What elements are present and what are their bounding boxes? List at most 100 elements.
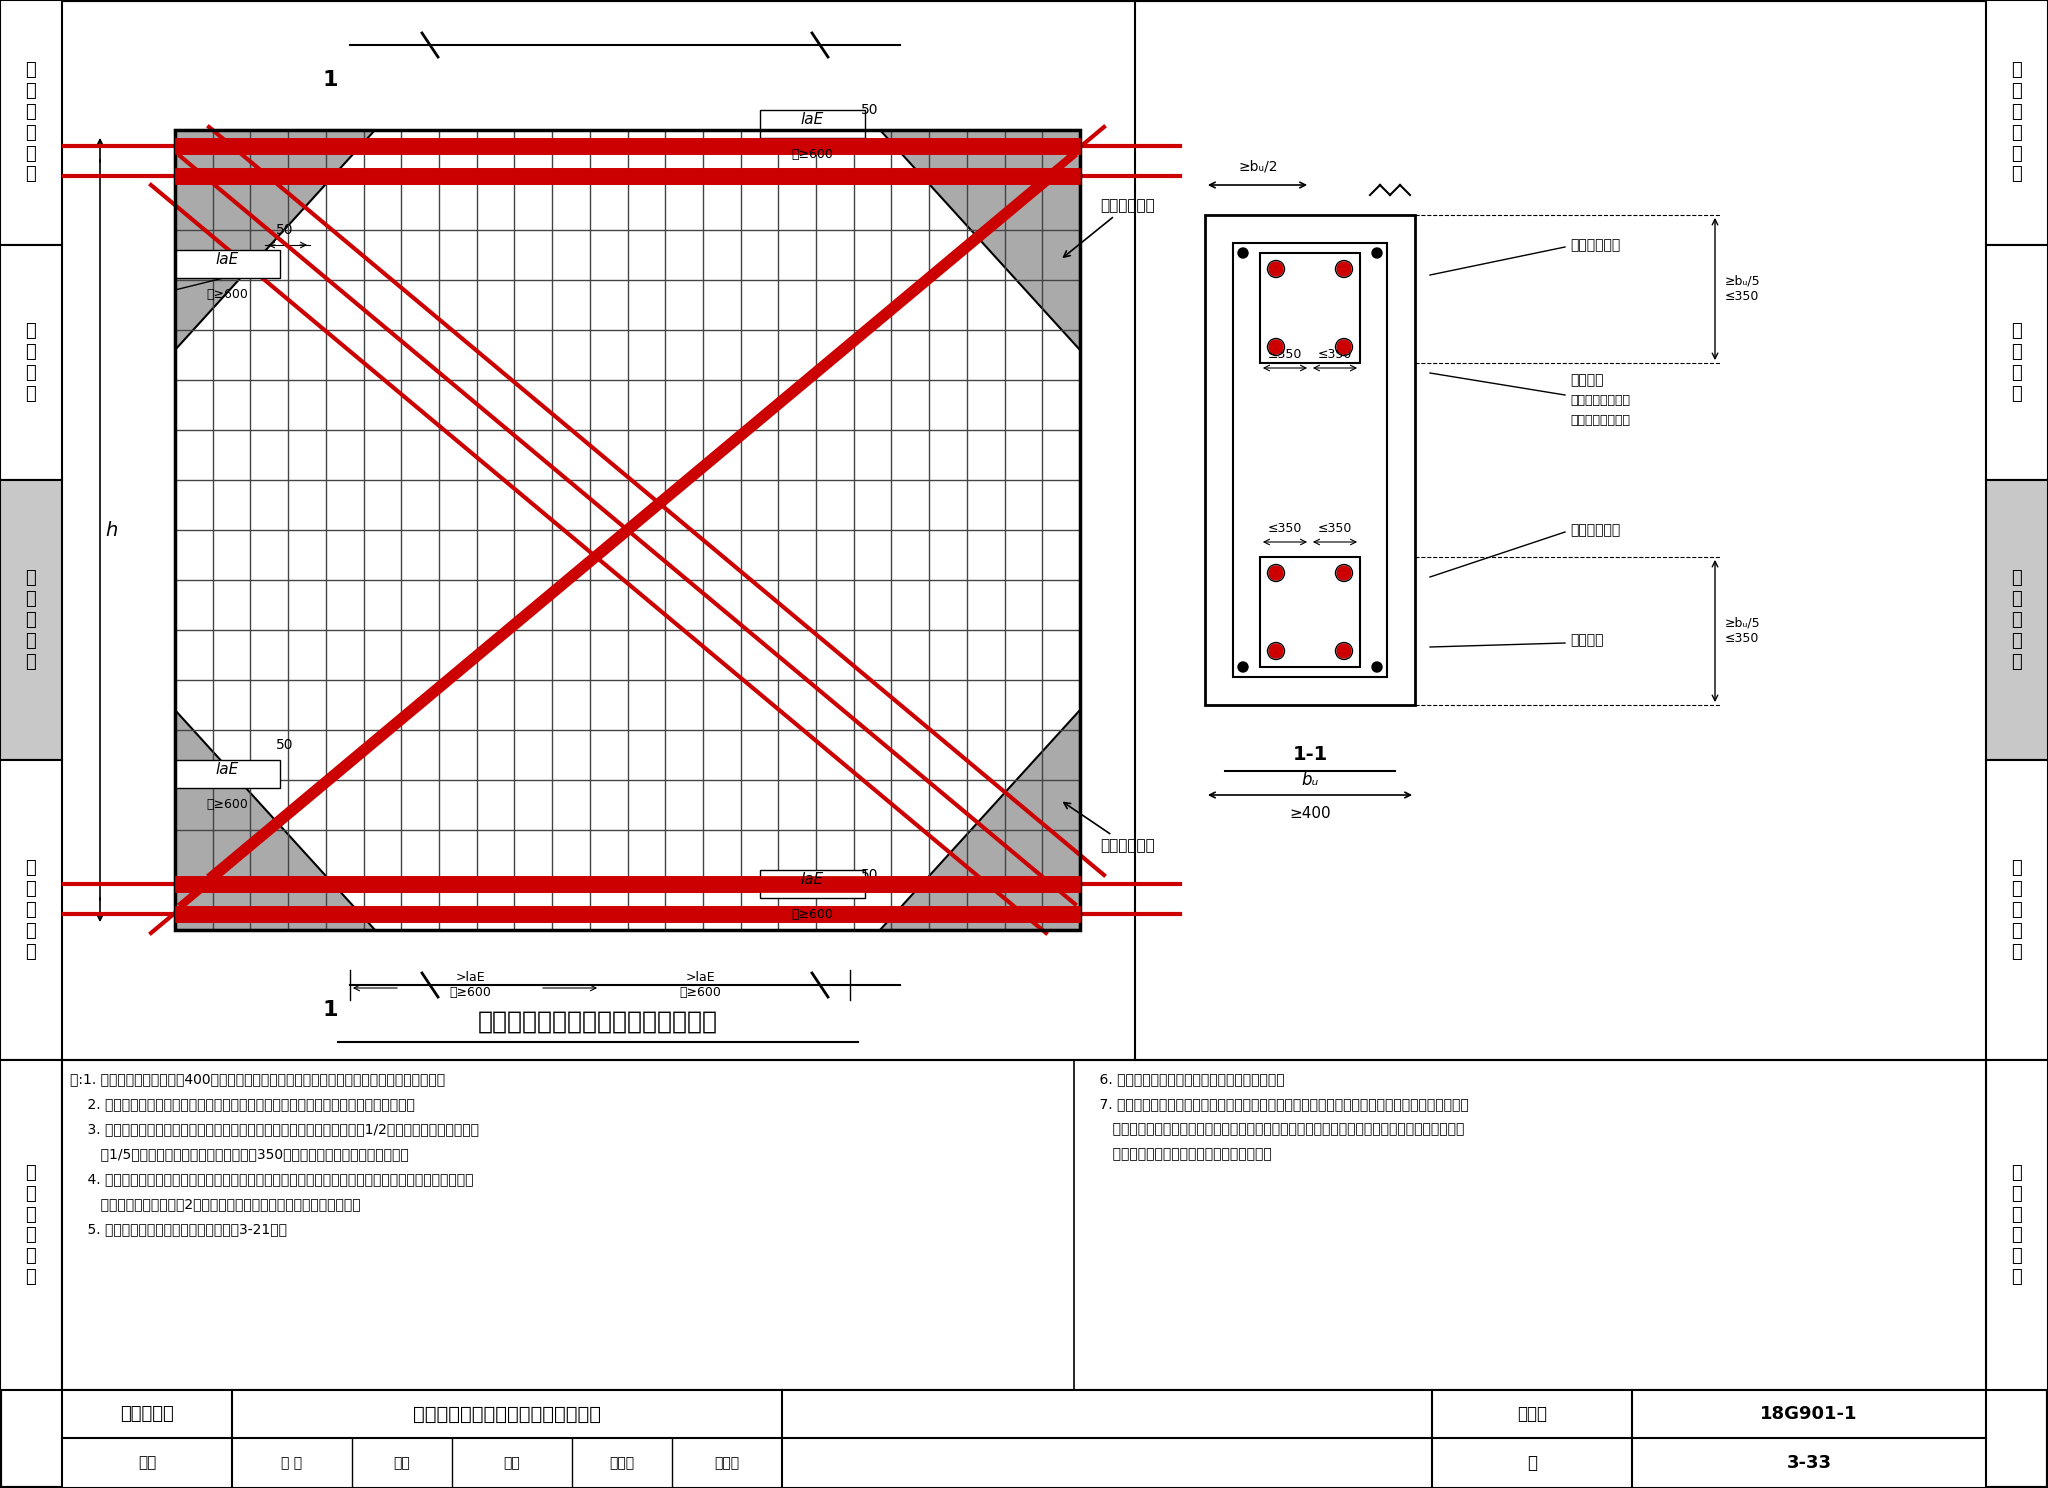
Text: ≤350: ≤350 <box>1317 521 1352 534</box>
Text: ≤350: ≤350 <box>1268 521 1303 534</box>
Text: ≥bᵤ/5
≤350: ≥bᵤ/5 ≤350 <box>1724 618 1761 644</box>
Text: 校对: 校对 <box>504 1455 520 1470</box>
Circle shape <box>1372 662 1382 673</box>
Text: 的1/5；对角暗撑约束筍筋距距不应大于350，筍筋的间距及直径由设计指定。: 的1/5；对角暗撑约束筍筋距距不应大于350，筍筋的间距及直径由设计指定。 <box>70 1147 410 1161</box>
Text: 高志强: 高志强 <box>610 1455 635 1470</box>
Polygon shape <box>881 710 1079 930</box>
Text: 注:1. 当连梁截面宽度不小于400时，可采用集中对角斜筋配筋或对角暗撑配筋，且由设计指定。: 注:1. 当连梁截面宽度不小于400时，可采用集中对角斜筋配筋或对角暗撑配筋，且… <box>70 1071 444 1086</box>
Bar <box>174 876 1079 891</box>
Text: bᵤ: bᵤ <box>1300 771 1319 789</box>
Text: 剪
力
墙
部
分: 剪 力 墙 部 分 <box>2011 570 2021 671</box>
Text: 对角暗撑纵筋: 对角暗撑纵筋 <box>1063 198 1155 257</box>
Bar <box>0 1059 61 1390</box>
Text: 7. 当采用本页图示中两向楼截面相等的对角暗撑时，仅在两向暗撑交叉处顺势将一向暗撑的纵筋贴: 7. 当采用本页图示中两向楼截面相等的对角暗撑时，仅在两向暗撑交叉处顺势将一向暗… <box>1081 1097 1468 1112</box>
Text: 剪
力
墙
部
分: 剪 力 墙 部 分 <box>27 570 37 671</box>
Text: 图集号: 图集号 <box>1518 1405 1546 1423</box>
Text: 5. 连梁侧面纵筋的相关要求详见本图集3-21页。: 5. 连梁侧面纵筋的相关要求详见本图集3-21页。 <box>70 1222 287 1237</box>
Bar <box>1987 0 2048 246</box>
Text: 审核: 审核 <box>137 1455 156 1470</box>
Bar <box>1987 1059 2048 1390</box>
Bar <box>61 1390 1987 1488</box>
Bar <box>174 138 1079 153</box>
Text: ≥bᵤ/5
≤350: ≥bᵤ/5 ≤350 <box>1724 275 1761 304</box>
Bar <box>1260 557 1360 667</box>
Text: laE: laE <box>215 762 240 777</box>
Text: 富士注: 富士注 <box>715 1455 739 1470</box>
Text: 无
梁
楼
盖
部
分: 无 梁 楼 盖 部 分 <box>27 1164 37 1286</box>
Circle shape <box>1237 248 1247 257</box>
Bar <box>1233 243 1386 677</box>
Text: 一
般
构
造
要
求: 一 般 构 造 要 求 <box>27 61 37 183</box>
Text: 3-33: 3-33 <box>1786 1454 1831 1472</box>
Bar <box>61 1059 1987 1390</box>
Circle shape <box>1270 262 1282 275</box>
Text: 普
通
板
部
分: 普 通 板 部 分 <box>2011 860 2021 961</box>
Polygon shape <box>174 710 375 930</box>
Text: 1: 1 <box>322 70 338 89</box>
Text: laE: laE <box>801 872 823 887</box>
Bar <box>174 168 1079 185</box>
Text: 且≥600: 且≥600 <box>791 909 834 921</box>
Bar <box>174 250 281 278</box>
Text: 6. 对角暗撑纵筋应沿连梁中轴线两侧对称排布。: 6. 对角暗撑纵筋应沿连梁中轴线两侧对称排布。 <box>1081 1071 1284 1086</box>
Bar <box>174 138 1079 153</box>
Text: 对角暗撑纵筋: 对角暗撑纵筋 <box>1063 802 1155 853</box>
Bar <box>1987 246 2048 481</box>
Text: 框
架
部
分: 框 架 部 分 <box>2011 323 2021 403</box>
Circle shape <box>1337 262 1352 275</box>
Text: 且≥600: 且≥600 <box>207 799 248 811</box>
Text: 靠于另向的纵筋内侧；若采用各向楼截面不相等的对角暗撑时，一向暗撑纵筋全部贴靠于另向暗: 靠于另向的纵筋内侧；若采用各向楼截面不相等的对角暗撑时，一向暗撑纵筋全部贴靠于另… <box>1081 1122 1464 1135</box>
Bar <box>174 906 1079 923</box>
Bar <box>174 168 1079 185</box>
Bar <box>0 481 61 760</box>
Text: ≤350: ≤350 <box>1268 348 1303 360</box>
Bar <box>174 129 1079 930</box>
Text: 剪力墙部分: 剪力墙部分 <box>121 1405 174 1423</box>
Polygon shape <box>174 129 375 350</box>
Text: 对角暗撑纵筋: 对角暗撑纵筋 <box>1571 238 1620 251</box>
Text: 页: 页 <box>1528 1454 1536 1472</box>
Text: 1-1: 1-1 <box>1292 745 1327 765</box>
Text: ≥bᵤ/2: ≥bᵤ/2 <box>1239 161 1278 174</box>
Bar <box>0 760 61 1059</box>
Text: 连梁拉筋: 连梁拉筋 <box>1571 632 1604 647</box>
Text: 且≥600: 且≥600 <box>791 149 834 162</box>
Text: 无
梁
楼
盖
部
分: 无 梁 楼 盖 部 分 <box>2011 1164 2021 1286</box>
Text: >laE
且≥600: >laE 且≥600 <box>680 972 721 998</box>
Bar <box>1987 481 2048 760</box>
Text: 3. 对角暗撑配筋连梁中暗撑筍筋的外缘沿梁截面宽度方向不宜小于梁宽的1/2，另一方向不宜小于梁宽: 3. 对角暗撑配筋连梁中暗撑筍筋的外缘沿梁截面宽度方向不宜小于梁宽的1/2，另一… <box>70 1122 479 1135</box>
Text: h: h <box>106 521 119 540</box>
Text: 刘双: 刘双 <box>393 1455 410 1470</box>
Text: 18G901-1: 18G901-1 <box>1759 1405 1858 1423</box>
Text: 且≥600: 且≥600 <box>207 289 248 302</box>
Circle shape <box>1270 339 1282 354</box>
Circle shape <box>1372 248 1382 257</box>
Text: 50: 50 <box>862 103 879 118</box>
Text: laE: laE <box>801 112 823 126</box>
Text: 4. 对角暗撑配筋连梁的水平分布钉筋及筍筋形成的钉筋网之间应采用拉筋拉结，拉筋数量及尺寸由设计: 4. 对角暗撑配筋连梁的水平分布钉筋及筍筋形成的钉筋网之间应采用拉筋拉结，拉筋数… <box>70 1173 473 1186</box>
Bar <box>0 246 61 481</box>
Text: 连梁腰筋: 连梁腰筋 <box>1571 373 1604 387</box>
Bar <box>174 129 1079 930</box>
Text: laE: laE <box>215 251 240 266</box>
Bar <box>760 870 864 897</box>
Circle shape <box>1337 644 1352 658</box>
Text: >laE
且≥600: >laE 且≥600 <box>449 972 492 998</box>
Bar <box>760 110 864 138</box>
Bar <box>174 760 281 789</box>
Text: 普
通
板
部
分: 普 通 板 部 分 <box>27 860 37 961</box>
Bar <box>0 0 61 246</box>
Circle shape <box>1237 662 1247 673</box>
Text: ≤350: ≤350 <box>1317 348 1352 360</box>
Bar <box>1260 253 1360 363</box>
Text: 50: 50 <box>276 738 293 751</box>
Bar <box>1987 760 2048 1059</box>
Text: 一
般
构
造
要
求: 一 般 构 造 要 求 <box>2011 61 2021 183</box>
Circle shape <box>1337 339 1352 354</box>
Text: 对角暗撑配筋连梁钢筋排布构造详图: 对角暗撑配筋连梁钢筋排布构造详图 <box>477 1010 719 1034</box>
Bar <box>1204 214 1415 705</box>
Text: 2. 连梁纵筋、筍筋、拉筋的配置以及对角暗撑纵筋、筍筋、拉筋的配置均以设计为准。: 2. 连梁纵筋、筍筋、拉筋的配置以及对角暗撑纵筋、筍筋、拉筋的配置均以设计为准。 <box>70 1097 416 1112</box>
Text: ≥400: ≥400 <box>1288 805 1331 820</box>
Text: 对角暗撑纵筋: 对角暗撑纵筋 <box>1571 522 1620 537</box>
Bar <box>174 129 1079 930</box>
